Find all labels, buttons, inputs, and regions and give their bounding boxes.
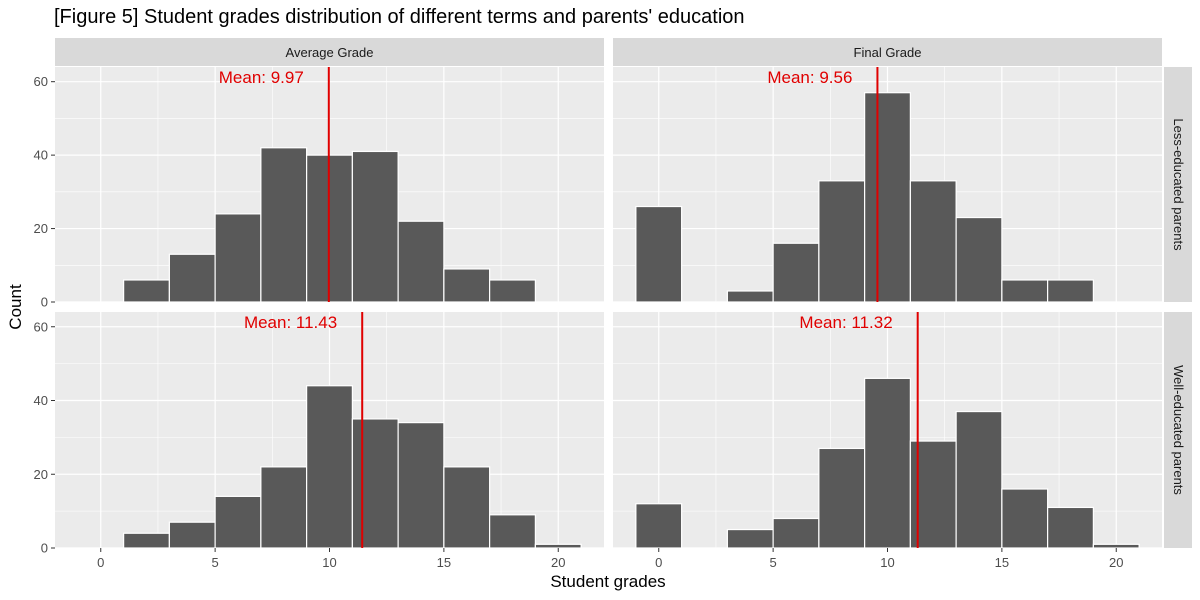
histogram-bar: [772, 242, 820, 303]
panels-layer: Average Grade Final Grade Less-educated pa…: [34, 38, 1192, 570]
y-tick-label: 20: [34, 467, 48, 482]
x-tick-label: 20: [551, 555, 565, 570]
histogram-bar: [1047, 279, 1094, 303]
x-tick-label: 15: [995, 555, 1009, 570]
histogram-bar: [168, 253, 216, 303]
row-strip-label: Well-educated parents: [1171, 365, 1186, 495]
facet-panel: Mean: 9.56: [613, 67, 1162, 303]
y-tick-label: 40: [34, 393, 48, 408]
histogram-bar: [397, 422, 445, 549]
chart-title: [Figure 5] Student grades distribution o…: [54, 6, 745, 28]
column-strip-label: Average Grade: [286, 45, 374, 60]
histogram-bar: [534, 543, 582, 549]
histogram-bar: [489, 514, 536, 549]
histogram-bar: [726, 528, 774, 549]
histogram-bar: [772, 517, 820, 549]
histogram-bar: [1001, 488, 1049, 549]
histogram-bar: [168, 521, 216, 549]
histogram-bar: [1047, 506, 1094, 549]
histogram-bar: [351, 418, 399, 549]
histogram-bar: [260, 147, 308, 303]
x-tick-label: 10: [880, 555, 894, 570]
x-tick-label: 0: [655, 555, 662, 570]
histogram-bar: [306, 385, 353, 549]
y-tick-label: 60: [34, 319, 48, 334]
histogram-bar: [123, 532, 170, 549]
histogram-bar: [123, 279, 170, 303]
histogram-bar: [1092, 543, 1140, 549]
histogram-bar: [909, 180, 957, 303]
histogram-bar: [489, 279, 536, 303]
y-tick-label: 20: [34, 221, 48, 236]
x-tick-label: 15: [437, 555, 451, 570]
x-axis-title: Student grades: [550, 572, 665, 591]
x-tick-label: 10: [322, 555, 336, 570]
mean-label: Mean: 9.56: [767, 68, 852, 87]
x-tick-label: 5: [770, 555, 777, 570]
histogram-bar: [1001, 279, 1049, 303]
histogram-bar: [443, 466, 491, 549]
histogram-bar: [443, 268, 491, 303]
column-strip: [613, 38, 1162, 66]
x-tick-label: 20: [1109, 555, 1123, 570]
histogram-bar: [397, 220, 445, 303]
histogram-bar: [214, 213, 262, 303]
y-tick-label: 40: [34, 148, 48, 163]
y-tick-label: 0: [41, 295, 48, 310]
histogram-bar: [818, 447, 866, 549]
x-tick-label: 5: [212, 555, 219, 570]
row-strip-label: Less-educated parents: [1171, 118, 1186, 251]
facet-panel: Mean: 11.32 0 5 10 15 20: [613, 312, 1162, 570]
y-tick-label: 60: [34, 74, 48, 89]
histogram-bar: [635, 503, 683, 549]
histogram-bar: [726, 290, 774, 303]
x-tick-label: 0: [97, 555, 104, 570]
mean-label: Mean: 11.32: [799, 313, 892, 332]
row-strip: [1164, 67, 1192, 302]
mean-label: Mean: 11.43: [244, 313, 337, 332]
facet-panel: Mean: 11.43 0 20 40 60 0 5 10 15 20: [34, 312, 604, 570]
histogram-bar: [864, 377, 911, 549]
histogram-bar: [955, 216, 1003, 303]
histogram-bar: [260, 466, 308, 549]
y-axis-title: Count: [6, 284, 25, 330]
histogram-bar: [955, 410, 1003, 549]
mean-label: Mean: 9.97: [219, 68, 304, 87]
histogram-bar: [818, 180, 866, 303]
histogram-bar: [351, 150, 399, 303]
histogram-bar: [864, 92, 911, 303]
column-strip-label: Final Grade: [854, 45, 922, 60]
histogram-bar: [635, 205, 683, 303]
facet-panel: Mean: 9.97 0 20 40 60: [34, 67, 604, 310]
column-strip: [55, 38, 604, 66]
row-strip: [1164, 312, 1192, 548]
histogram-bar: [214, 495, 262, 549]
y-tick-label: 0: [41, 541, 48, 556]
